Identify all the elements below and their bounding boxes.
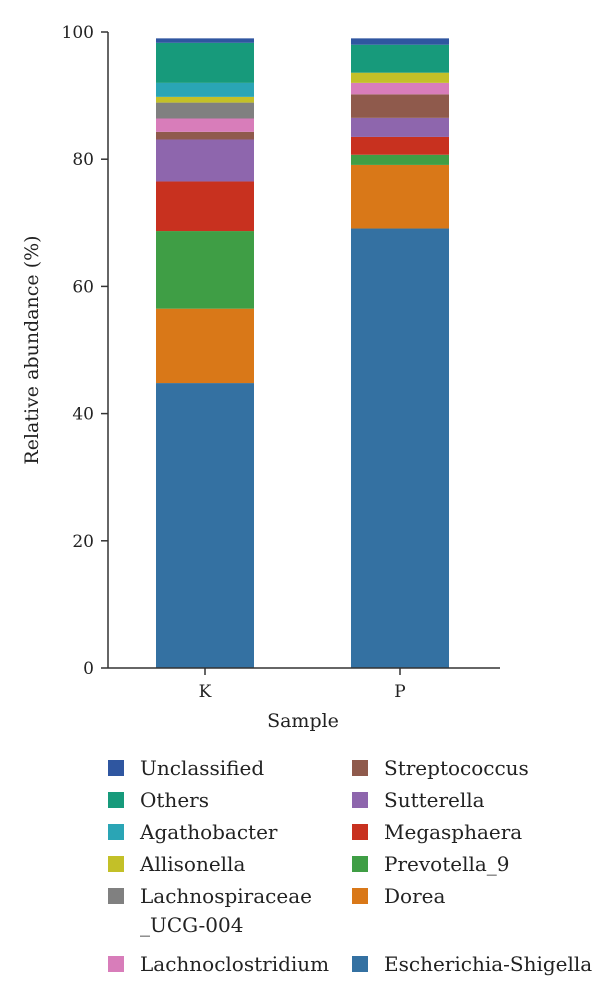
bar-segment-k-dorea <box>156 308 254 384</box>
legend-label-agathobacter: Agathobacter <box>139 820 278 844</box>
bar-segment-p-megasphaera <box>351 136 449 155</box>
legend-label-prevotella-9: Prevotella_9 <box>384 852 510 876</box>
legend-item-lachnoclostridium: Lachnoclostridium <box>108 952 329 976</box>
x-axis-title: Sample <box>267 710 339 732</box>
legend-swatch-dorea <box>352 888 368 904</box>
bar-segment-k-allisonella <box>156 96 254 103</box>
bar-segment-p-lachnoclostridium <box>351 82 449 95</box>
y-tick-label-60: 60 <box>72 277 94 297</box>
legend-label-unclassified: Unclassified <box>140 756 264 780</box>
bar-segment-p-escherichia-shigella <box>351 228 449 669</box>
legend-item-lachnospiraceae-ucg-004: Lachnospiraceae _UCG-004 <box>108 884 312 937</box>
bar-segment-k-sutterella <box>156 139 254 182</box>
bar-segment-k-megasphaera <box>156 181 254 232</box>
legend-swatch-lachnoclostridium <box>108 956 124 972</box>
legend-label-streptococcus: Streptococcus <box>384 756 529 780</box>
bar-segment-k-streptococcus <box>156 131 254 140</box>
x-tick-label-p: P <box>394 682 405 702</box>
bar-segment-p-sutterella <box>351 117 449 137</box>
axes-group <box>107 32 500 669</box>
bar-segment-k-others <box>156 42 254 83</box>
legend-item-dorea: Dorea <box>352 884 445 908</box>
legend-swatch-agathobacter <box>108 824 124 840</box>
bar-segment-p-streptococcus <box>351 94 449 118</box>
legend-label-lachnospiraceae-ucg-004: Lachnospiraceae _UCG-004 <box>140 884 312 937</box>
legend-item-prevotella-9: Prevotella_9 <box>352 852 510 876</box>
legend-item-agathobacter: Agathobacter <box>108 820 278 844</box>
bar-segment-p-unclassified <box>351 38 449 45</box>
bar-segment-k-lachnospiraceae-ucg-004 <box>156 102 254 119</box>
legend-swatch-streptococcus <box>352 760 368 776</box>
bar-segment-p-prevotella-9 <box>351 154 449 165</box>
legend-item-escherichia-shigella: Escherichia-Shigella <box>352 952 592 976</box>
legend-swatch-sutterella <box>352 792 368 808</box>
legend-swatch-escherichia-shigella <box>352 956 368 972</box>
bar-segment-p-allisonella <box>351 72 449 83</box>
legend-label-escherichia-shigella: Escherichia-Shigella <box>384 952 592 976</box>
y-axis-title: Relative abundance (%) <box>21 235 43 464</box>
legend-label-dorea: Dorea <box>384 884 445 908</box>
bar-segment-p-dorea <box>351 164 449 229</box>
bar-segment-k-agathobacter <box>156 82 254 97</box>
x-tick-label-k: K <box>199 682 212 702</box>
y-tick-label-0: 0 <box>83 659 94 679</box>
bar-segment-k-prevotella-9 <box>156 231 254 309</box>
legend-swatch-megasphaera <box>352 824 368 840</box>
legend: Unclassified Others Agathobacter Allisonell… <box>108 756 592 976</box>
bar-segment-k-unclassified <box>156 38 254 43</box>
legend-item-allisonella: Allisonella <box>108 852 245 876</box>
legend-swatch-lachnospiraceae-ucg-004 <box>108 888 124 904</box>
y-tick-label-80: 80 <box>72 150 94 170</box>
legend-item-sutterella: Sutterella <box>352 788 485 812</box>
legend-swatch-others <box>108 792 124 808</box>
bar-segment-k-escherichia-shigella <box>156 383 254 668</box>
bars-group <box>156 38 449 669</box>
legend-label-others: Others <box>140 788 209 812</box>
y-ticks-group: 0 20 40 60 80 100 <box>62 23 108 679</box>
legend-swatch-unclassified <box>108 760 124 776</box>
legend-label-sutterella: Sutterella <box>384 788 485 812</box>
legend-item-unclassified: Unclassified <box>108 756 264 780</box>
legend-item-megasphaera: Megasphaera <box>352 820 522 844</box>
bar-segment-p-others <box>351 44 449 73</box>
y-tick-label-20: 20 <box>72 532 94 552</box>
legend-item-others: Others <box>108 788 209 812</box>
y-tick-label-40: 40 <box>72 405 94 425</box>
legend-label-lachnoclostridium: Lachnoclostridium <box>140 952 329 976</box>
bar-segment-k-lachnoclostridium <box>156 118 254 132</box>
legend-swatch-allisonella <box>108 856 124 872</box>
y-tick-label-100: 100 <box>62 23 94 43</box>
legend-item-streptococcus: Streptococcus <box>352 756 529 780</box>
legend-swatch-prevotella-9 <box>352 856 368 872</box>
legend-label-allisonella: Allisonella <box>139 852 245 876</box>
legend-label-megasphaera: Megasphaera <box>384 820 522 844</box>
